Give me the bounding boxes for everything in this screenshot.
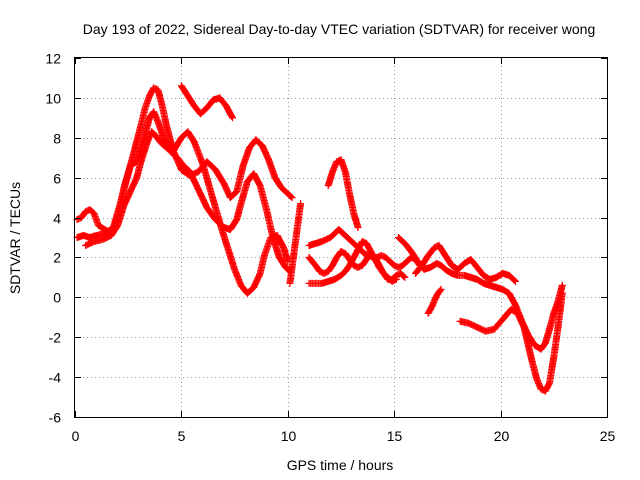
y-tick-label: 4 [53,211,61,227]
data-points [73,82,566,395]
y-tick-label: 0 [53,290,61,306]
y-tick-label: -4 [49,370,62,386]
series-track-3 [82,128,292,297]
series-track-8 [324,156,362,231]
y-tick-label: 10 [45,91,61,107]
scatter-markers [177,82,236,122]
x-tick-label: 15 [387,428,403,444]
scatter-markers [412,242,519,285]
series-track-10 [456,289,566,395]
y-tick-label: -2 [49,330,62,346]
y-tick-label: 8 [53,131,61,147]
scatter-markers [424,285,445,317]
x-tick-label: 20 [494,428,510,444]
y-tick-label: 6 [53,171,61,187]
y-tick-label: 12 [45,51,61,67]
y-tick-label: -6 [49,410,62,426]
series-track-4 [177,82,236,122]
x-tick-label: 25 [600,428,616,444]
scatter-markers [82,128,292,297]
series-track-11 [412,242,519,285]
scatter-markers [456,289,566,395]
plot-frame [74,57,608,418]
x-tick-label: 10 [281,428,297,444]
chart-title: Day 193 of 2022, Sidereal Day-to-day VTE… [83,21,596,37]
scatter-markers [395,234,566,353]
x-tick-labels: 0 5 10 15 20 25 [72,428,616,444]
y-tick-label: 2 [53,250,61,266]
axis-ticks [75,58,608,418]
x-tick-label: 0 [72,428,80,444]
series-track-12 [424,285,445,317]
series-track-9 [395,234,566,353]
x-tick-label: 5 [178,428,186,444]
y-tick-labels: -6 -4 -2 0 2 4 6 8 10 12 [45,51,61,426]
y-axis-title: SDTVAR / TECUs [7,182,23,294]
x-axis-title: GPS time / hours [287,457,394,473]
series-track-7 [305,248,409,283]
scatter-markers [286,200,305,287]
scatter-markers [324,156,362,231]
scatter-markers [305,248,409,283]
series-track-13 [286,200,305,287]
